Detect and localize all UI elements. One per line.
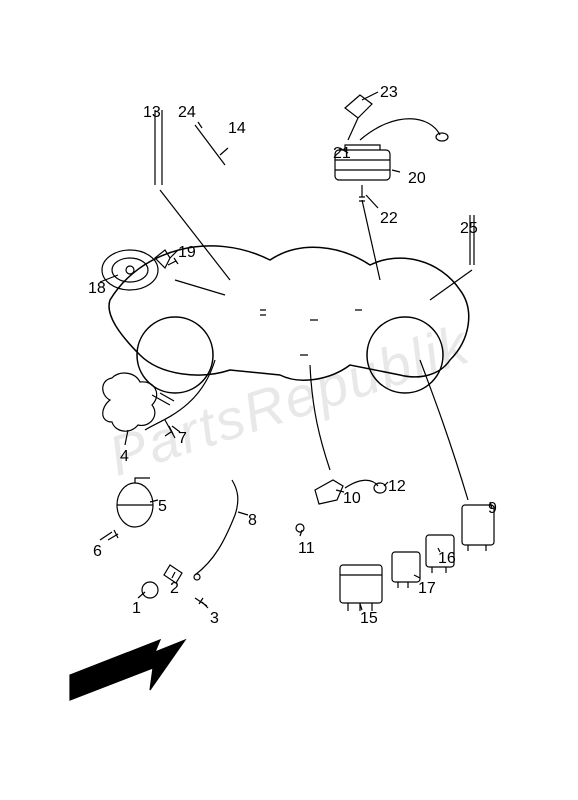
callout-13: 13 <box>143 104 161 122</box>
callout-22: 22 <box>380 210 398 228</box>
callout-21: 21 <box>333 145 351 163</box>
callout-3: 3 <box>210 610 219 628</box>
callout-23: 23 <box>380 84 398 102</box>
callout-2: 2 <box>170 580 179 598</box>
exploded-diagram <box>0 0 578 800</box>
callout-4: 4 <box>120 448 129 466</box>
callout-17: 17 <box>418 580 436 598</box>
callout-5: 5 <box>158 498 167 516</box>
callout-15: 15 <box>360 610 378 628</box>
callout-1: 1 <box>132 600 141 618</box>
callout-25: 25 <box>460 220 478 238</box>
callout-6: 6 <box>93 543 102 561</box>
callout-19: 19 <box>178 244 196 262</box>
callout-12: 12 <box>388 478 406 496</box>
callout-18: 18 <box>88 280 106 298</box>
callout-20: 20 <box>408 170 426 188</box>
callout-14: 14 <box>228 120 246 138</box>
callout-11: 11 <box>298 540 315 558</box>
callout-10: 10 <box>343 490 361 508</box>
callout-24: 24 <box>178 104 196 122</box>
callout-7: 7 <box>178 430 187 448</box>
callout-8: 8 <box>248 512 257 530</box>
callout-9: 9 <box>488 500 497 518</box>
callout-16: 16 <box>438 550 456 568</box>
